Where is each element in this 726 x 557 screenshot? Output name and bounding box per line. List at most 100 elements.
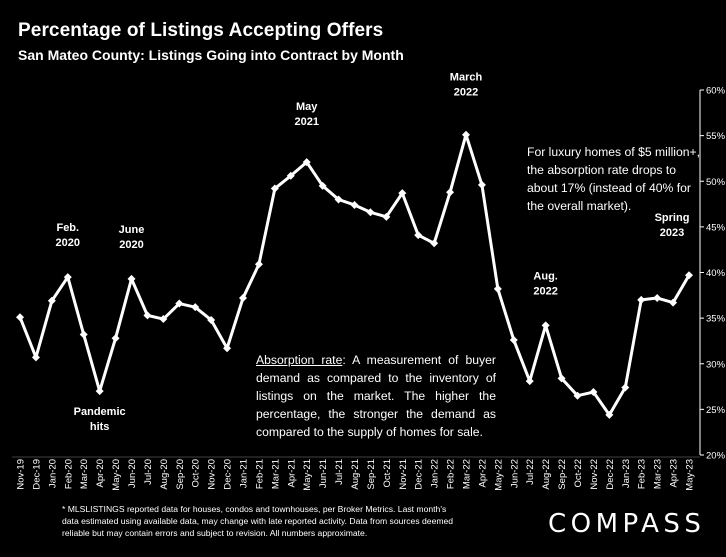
data-point xyxy=(382,212,391,221)
x-tick-label: Jul-21 xyxy=(334,459,345,485)
x-tick-label: Jun-21 xyxy=(318,459,329,488)
annotation-label: 2022 xyxy=(533,285,557,297)
data-point xyxy=(31,353,40,362)
data-point xyxy=(366,208,375,217)
data-point xyxy=(509,336,518,345)
annotation-label: March xyxy=(450,72,483,84)
chart-title: Percentage of Listings Accepting Offers xyxy=(18,20,384,41)
x-tick-label: Jan-22 xyxy=(430,459,441,488)
data-point xyxy=(446,188,455,197)
chart-subtitle: San Mateo County: Listings Going into Co… xyxy=(18,47,404,63)
x-tick-label: Apr-21 xyxy=(286,459,297,488)
data-point xyxy=(254,260,263,269)
x-tick-label: Oct-22 xyxy=(573,459,584,488)
data-point xyxy=(318,181,327,190)
x-tick-label: Jan-20 xyxy=(47,459,58,488)
x-tick-label: May-22 xyxy=(493,459,504,491)
data-point xyxy=(589,388,598,397)
data-point xyxy=(573,391,582,400)
x-tick-label: Apr-23 xyxy=(669,459,680,488)
x-tick-label: Jun-22 xyxy=(509,459,520,488)
x-tick-labels: Nov-19 Dec-19 Jan-20 Feb-20 Mar-20 Apr-20 May-… xyxy=(16,459,696,491)
x-tick-label: Apr-20 xyxy=(95,459,106,488)
y-tick-label: 30% xyxy=(706,359,726,370)
footnote: * MLSLISTINGS reported data for houses, … xyxy=(62,504,454,538)
x-tick-label: Nov-21 xyxy=(398,459,409,490)
data-point xyxy=(95,387,104,396)
annotation-label: Aug. xyxy=(533,270,557,282)
x-tick-label: May-20 xyxy=(111,459,122,491)
data-point xyxy=(63,273,72,282)
data-point xyxy=(430,239,439,248)
data-point xyxy=(223,344,232,353)
y-tick-label: 50% xyxy=(706,177,726,188)
absorption-rate-term: Absorption rate xyxy=(256,353,343,367)
annotation-label: 2023 xyxy=(660,227,684,239)
absorption-rate-definition: : A measurement of buyer demand as compa… xyxy=(256,353,496,439)
x-tick-label: Jan-21 xyxy=(239,459,250,488)
data-point xyxy=(175,299,184,308)
x-tick-label: Nov-20 xyxy=(207,459,218,490)
x-tick-label: Sep-22 xyxy=(557,459,568,490)
x-tick-label: Nov-19 xyxy=(16,459,27,490)
data-point xyxy=(159,315,168,324)
data-point xyxy=(207,315,216,324)
x-tick-label: Jul-20 xyxy=(143,459,154,485)
x-tick-label: Feb-21 xyxy=(254,459,265,489)
x-tick-label: Mar-22 xyxy=(462,459,473,489)
data-point xyxy=(462,130,470,139)
x-tick-label: Jul-22 xyxy=(525,459,536,485)
x-tick-label: Feb-22 xyxy=(446,459,457,489)
data-point xyxy=(286,171,295,180)
annotation-label: 2020 xyxy=(56,237,80,249)
annotation-label: 2020 xyxy=(119,239,143,251)
data-point xyxy=(79,330,88,339)
data-point xyxy=(350,200,359,209)
x-tick-label: May-23 xyxy=(685,459,696,491)
x-tick-label: Mar-20 xyxy=(79,459,90,489)
x-tick-label: Feb-23 xyxy=(637,459,648,489)
x-tick-label: Sep-20 xyxy=(175,459,186,490)
data-point xyxy=(653,294,662,303)
x-tick-label: Apr-22 xyxy=(477,459,488,488)
data-point xyxy=(191,303,200,312)
x-tick-label: Dec-21 xyxy=(414,459,425,490)
annotation-label: Feb. xyxy=(56,222,79,234)
data-point xyxy=(685,271,693,280)
data-points xyxy=(16,130,693,419)
annotation-label: May xyxy=(296,101,318,113)
annotations: Feb. 2020 June 2020 Pandemic hits May 2021 March… xyxy=(56,72,690,433)
data-point xyxy=(47,296,56,305)
luxury-note: For luxury homes of $5 million+, the abs… xyxy=(527,145,701,213)
y-tick-label: 25% xyxy=(706,405,726,416)
annotation-label: June xyxy=(119,224,145,236)
x-tick-label: Jan-23 xyxy=(621,459,632,488)
data-point xyxy=(605,410,614,419)
data-point xyxy=(493,284,502,293)
data-point xyxy=(525,377,534,386)
x-tick-label: Jun-20 xyxy=(127,459,138,488)
chart-axes xyxy=(12,89,704,458)
data-point xyxy=(16,313,24,322)
x-tick-label: Nov-22 xyxy=(589,459,600,490)
annotation-label: Pandemic xyxy=(74,406,126,418)
annotation-label: 2021 xyxy=(294,116,318,128)
x-tick-label: Feb-20 xyxy=(63,459,74,489)
x-tick-label: Aug-21 xyxy=(350,459,361,490)
x-tick-label: Mar-23 xyxy=(653,459,664,489)
data-point xyxy=(621,383,630,392)
data-point xyxy=(302,158,311,167)
y-tick-label: 45% xyxy=(706,222,726,233)
absorption-rate-note: Absorption rate: A measurement of buyer … xyxy=(256,351,496,441)
x-tick-label: Dec-22 xyxy=(605,459,616,490)
data-point xyxy=(143,311,152,320)
x-tick-label: Dec-20 xyxy=(223,459,234,490)
data-point xyxy=(669,298,678,307)
x-tick-label: Oct-21 xyxy=(382,459,393,488)
x-tick-label: Aug-20 xyxy=(159,459,170,490)
x-tick-label: Dec-19 xyxy=(31,459,42,490)
compass-logo: COMPASS xyxy=(548,509,706,539)
y-tick-label: 40% xyxy=(706,268,726,279)
data-point xyxy=(541,321,550,330)
